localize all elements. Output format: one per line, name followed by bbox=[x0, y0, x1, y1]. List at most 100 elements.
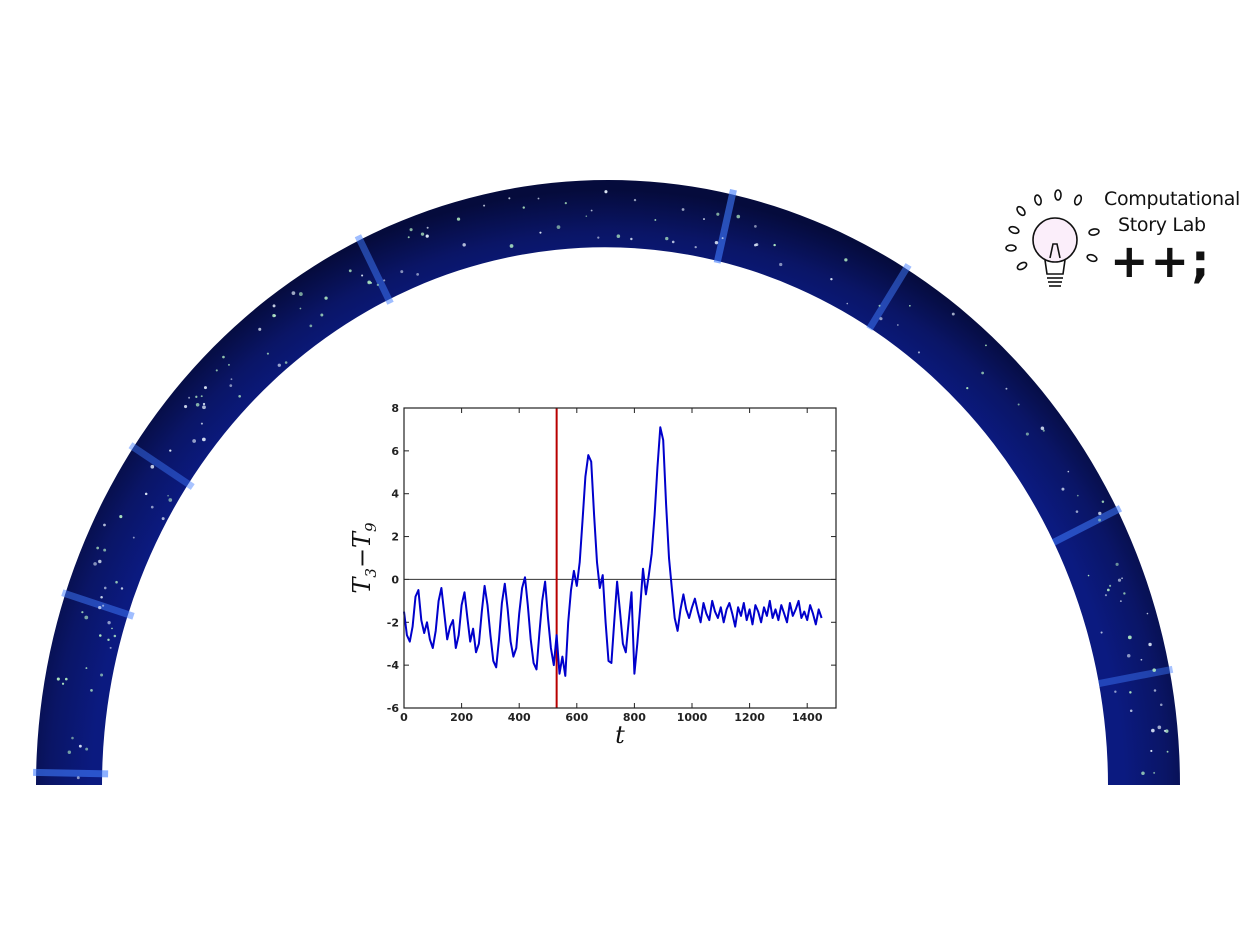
arc-sparkle bbox=[878, 304, 881, 307]
arc-sparkle bbox=[258, 327, 262, 331]
arc-sparkle bbox=[103, 523, 106, 527]
arc-sparkle bbox=[1042, 429, 1045, 432]
arc-sparkle bbox=[1157, 725, 1162, 730]
arc-sparkle bbox=[71, 736, 74, 740]
arc-sparkles bbox=[56, 190, 1169, 780]
arc-light-streaks bbox=[33, 188, 1174, 778]
arc-sparkle bbox=[1165, 729, 1169, 733]
arc-sparkle bbox=[111, 627, 113, 630]
arc-sparkle bbox=[215, 369, 218, 372]
y-label-sub2: 9 bbox=[362, 522, 380, 532]
arc-sparkle bbox=[1163, 729, 1166, 732]
arc-sparkle bbox=[90, 689, 93, 692]
arc-sparkle bbox=[879, 317, 883, 321]
x-tick-label: 1000 bbox=[677, 711, 708, 724]
y-tick-label: 6 bbox=[391, 445, 399, 458]
arc-sparkle bbox=[266, 352, 269, 355]
arc-light-streak bbox=[1052, 505, 1123, 546]
arc-sparkle bbox=[309, 324, 313, 328]
arc-sparkle bbox=[1123, 592, 1126, 595]
y-label-part: −T bbox=[348, 530, 376, 568]
x-tick-label: 1200 bbox=[734, 711, 765, 724]
arc-sparkle bbox=[1075, 510, 1079, 513]
y-tick-label: 0 bbox=[391, 573, 399, 586]
arc-sparkle bbox=[144, 492, 148, 496]
arc-sparkle bbox=[100, 596, 103, 599]
arc-sparkle bbox=[96, 546, 100, 550]
logo-text-line1: Computational bbox=[1104, 188, 1241, 210]
arc-sparkle bbox=[103, 548, 107, 552]
arc-sparkle bbox=[585, 215, 588, 217]
arc-sparkle bbox=[167, 494, 169, 497]
arc-sparkle bbox=[1166, 750, 1169, 753]
arc-sparkle bbox=[1129, 691, 1132, 694]
arc-sparkle bbox=[1098, 511, 1102, 516]
arc-sparkle bbox=[76, 776, 80, 780]
arc-sparkle bbox=[633, 198, 637, 202]
arc-sparkle bbox=[1153, 771, 1156, 774]
arc-band bbox=[36, 180, 1180, 785]
computational-story-lab-logo: Computational Story Lab ++; bbox=[1000, 178, 1240, 300]
arc-sparkle bbox=[665, 236, 669, 241]
arc-sparkle bbox=[985, 344, 987, 347]
arc-sparkle bbox=[556, 225, 561, 229]
arc-sparkle bbox=[84, 615, 89, 620]
arc-sparkle bbox=[539, 231, 542, 234]
arc-sparkle bbox=[407, 236, 410, 239]
plot-frame bbox=[403, 407, 837, 709]
arc-sparkle bbox=[85, 667, 88, 670]
arc-light-streak bbox=[128, 442, 195, 490]
arc-sparkle bbox=[508, 197, 511, 200]
y-axis-ticks: -6 -4 -2 0 2 4 6 8 bbox=[387, 402, 836, 715]
arc-sparkle bbox=[192, 439, 196, 443]
arc-sparkle bbox=[132, 536, 135, 539]
y-axis-label: T3−T9 bbox=[348, 522, 380, 594]
y-tick-label: -4 bbox=[387, 659, 400, 672]
arc-sparkle bbox=[272, 313, 276, 318]
series-line bbox=[403, 426, 823, 677]
arc-sparkle bbox=[1159, 703, 1163, 707]
arc-sparkle bbox=[376, 283, 379, 287]
arc-sparkle bbox=[1150, 749, 1153, 753]
y-label-part: T bbox=[348, 576, 376, 594]
arc-sparkle bbox=[1109, 584, 1112, 587]
arc-sparkle bbox=[1119, 600, 1122, 603]
arc-sparkle bbox=[1087, 574, 1090, 577]
arc-sparkle bbox=[284, 361, 288, 364]
arc-sparkle bbox=[671, 240, 675, 244]
arc-sparkle bbox=[195, 395, 198, 398]
arc-light-streak bbox=[354, 234, 394, 305]
arc-sparkle bbox=[102, 604, 105, 607]
arc-sparkle bbox=[564, 202, 567, 205]
arc-sparkle bbox=[184, 404, 188, 409]
arc-sparkle bbox=[188, 396, 191, 399]
arc-sparkle bbox=[1148, 642, 1152, 647]
arc-sparkle bbox=[1025, 432, 1029, 436]
arc-sparkle bbox=[200, 395, 203, 398]
x-tick-label: 200 bbox=[450, 711, 473, 724]
arc-sparkle bbox=[703, 218, 705, 220]
arc-sparkle bbox=[409, 228, 413, 232]
arc-sparkle bbox=[168, 498, 173, 502]
arc-sparkle bbox=[425, 234, 429, 238]
arc-sparkle bbox=[1152, 668, 1156, 672]
y-tick-label: 4 bbox=[391, 488, 399, 501]
arc-sparkle bbox=[694, 245, 697, 249]
arc-sparkle bbox=[420, 232, 425, 236]
arc-sparkle bbox=[78, 744, 82, 748]
arc-sparkle bbox=[150, 505, 154, 509]
arc-sparkle bbox=[1017, 403, 1020, 406]
arc-sparkle bbox=[1127, 635, 1132, 640]
arc-sparkle bbox=[109, 646, 112, 649]
arc-sparkle bbox=[1115, 562, 1119, 566]
arc-sparkle bbox=[1106, 588, 1110, 592]
arc-sparkle bbox=[277, 363, 281, 367]
x-tick-label: 800 bbox=[623, 711, 646, 724]
arc-sparkle bbox=[966, 387, 969, 390]
y-label-sub1: 3 bbox=[362, 568, 380, 578]
arc-sparkle bbox=[630, 237, 633, 241]
arc-sparkle bbox=[754, 243, 757, 247]
arc-sparkle bbox=[56, 677, 60, 681]
arc-light-streak bbox=[713, 188, 737, 264]
